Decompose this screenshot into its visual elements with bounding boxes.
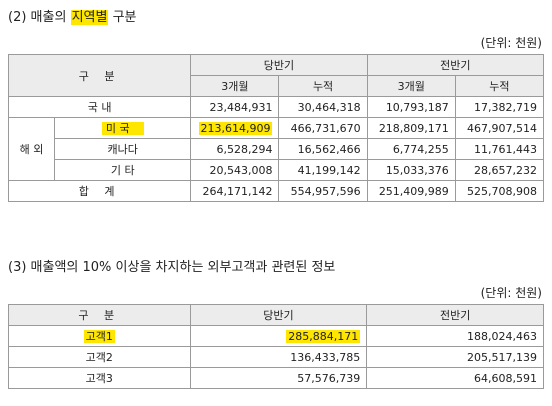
row-label: 캐나다 (54, 138, 192, 160)
table-row: 고객2 136,433,785 205,517,139 (8, 346, 544, 368)
cell-value: 15,033,376 (366, 159, 456, 181)
cell-value: 188,024,463 (366, 325, 544, 347)
cell-value: 11,761,443 (454, 138, 545, 160)
cell-value: 525,708,908 (454, 180, 545, 202)
table-row: 고객1 285,884,171 188,024,463 (8, 325, 544, 347)
table-row: 캐나다 6,528,294 16,562,466 6,774,255 11,76… (9, 138, 545, 160)
row-label: 고객2 (8, 346, 191, 368)
table-row: 국 내 23,484,931 30,464,318 10,793,187 17,… (7, 96, 545, 118)
cell-value: 41,199,142 (278, 159, 368, 181)
row-label: 국 내 (7, 96, 192, 118)
cell-value: 57,576,739 (189, 367, 368, 389)
row-label: 기 타 (54, 159, 192, 181)
cell-value: 218,809,171 (366, 117, 456, 139)
cell-value-highlighted: 213,614,909 (190, 117, 280, 139)
cell-value: 136,433,785 (189, 346, 368, 368)
header-three-months: 3개월 (366, 75, 456, 97)
cell-value: 28,657,232 (454, 159, 545, 181)
cell-value: 6,774,255 (366, 138, 456, 160)
cell-value: 467,907,514 (454, 117, 545, 139)
row-label: 고객3 (8, 367, 191, 389)
title-highlight: 지역별 (70, 10, 109, 25)
table-row-total: 합 계 264,171,142 554,957,596 251,409,989 … (7, 180, 545, 202)
unit-label: (단위: 천원) (480, 286, 542, 300)
header-category: 구 분 (7, 54, 192, 97)
section-title-regional-sales: (2) 매출의 지역별 구분 (8, 6, 137, 25)
row-group-label: 해 외 (7, 117, 56, 181)
header-cumulative: 누적 (278, 75, 368, 97)
header-current-half: 당반기 (189, 304, 368, 326)
title-prefix: (2) 매출의 (8, 10, 71, 25)
cell-value: 64,608,591 (366, 367, 544, 389)
header-current-half: 당반기 (190, 54, 368, 76)
section-title-major-customers: (3) 매출액의 10% 이상을 차지하는 외부고객과 관련된 정보 (8, 260, 336, 275)
regional-sales-table: 구 분 당반기 전반기 3개월 누적 3개월 누적 국 내 23,484,931… (7, 54, 545, 202)
cell-value: 6,528,294 (190, 138, 280, 160)
cell-value: 205,517,139 (366, 346, 544, 368)
cell-value: 554,957,596 (278, 180, 368, 202)
header-prior-half: 전반기 (366, 304, 544, 326)
table-row: 기 타 20,543,008 41,199,142 15,033,376 28,… (9, 159, 545, 181)
header-category: 구 분 (8, 304, 191, 326)
cell-value: 466,731,670 (278, 117, 368, 139)
row-label-total: 합 계 (7, 180, 192, 202)
cell-value: 251,409,989 (366, 180, 456, 202)
title-suffix: 구분 (108, 10, 137, 25)
table-row: 해 외 미 국 213,614,909 466,731,670 218,809,… (7, 117, 545, 181)
row-label-highlighted: 미 국 (54, 117, 192, 139)
cell-value: 17,382,719 (454, 96, 545, 118)
table-row: 고객3 57,576,739 64,608,591 (8, 367, 544, 389)
header-prior-half: 전반기 (366, 54, 545, 76)
cell-value: 20,543,008 (190, 159, 280, 181)
row-label-highlighted: 고객1 (8, 325, 191, 347)
unit-label: (단위: 천원) (480, 36, 542, 50)
cell-value: 10,793,187 (366, 96, 456, 118)
cell-value: 30,464,318 (278, 96, 368, 118)
cell-value: 16,562,466 (278, 138, 368, 160)
major-customers-table: 구 분 당반기 전반기 고객1 285,884,171 188,024,463 … (8, 304, 544, 389)
cell-value: 264,171,142 (190, 180, 280, 202)
header-cumulative: 누적 (454, 75, 545, 97)
cell-value-highlighted: 285,884,171 (189, 325, 368, 347)
cell-value: 23,484,931 (190, 96, 280, 118)
header-three-months: 3개월 (190, 75, 280, 97)
